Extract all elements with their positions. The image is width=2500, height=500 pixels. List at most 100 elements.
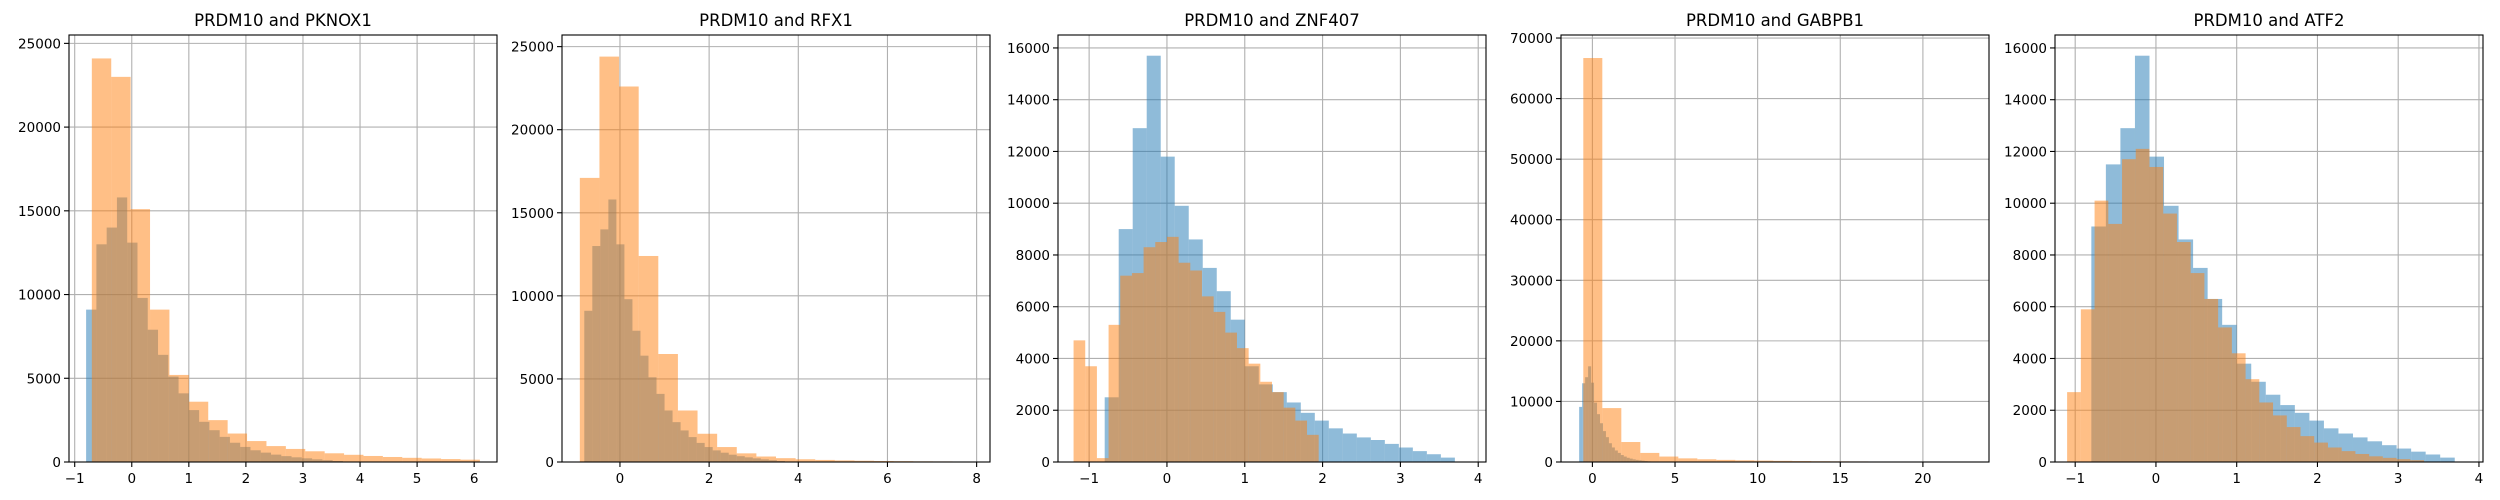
histogram-bar [1096,458,1109,462]
x-tick-label: 1 [1240,471,1249,487]
histogram-bar [1356,437,1371,462]
x-tick-label: 2 [2313,471,2322,487]
histogram-bar [1155,242,1167,462]
histogram-bar [2341,451,2356,462]
histogram-bar [1143,247,1156,462]
axes-frame [2054,34,2484,463]
histogram-bar [619,86,639,463]
histogram-bar [1370,440,1385,462]
histogram-bar [227,433,248,462]
x-tick-label: 6 [470,471,479,487]
y-tick-label: 6000 [1016,300,1050,316]
y-tick-label: 5000 [520,372,554,388]
histogram-bar [169,374,189,462]
histogram-bar [2204,298,2219,462]
y-tick-label: 12000 [2004,144,2047,160]
histogram-bar [86,309,97,462]
histogram-bar [1295,420,1308,462]
axes-frame [1057,34,1487,463]
x-tick-label: 4 [2475,471,2484,487]
histogram-bar [344,454,364,462]
x-axis-ticks: 0 2 4 6 8 [616,462,981,487]
histogram-bar [324,453,345,462]
x-tick-label: 0 [1163,471,1172,487]
grid [1561,35,1989,463]
histogram-bar [2396,459,2411,462]
histogram-bar [150,309,170,462]
x-tick-label: 6 [883,471,892,487]
y-tick-label: 0 [1041,455,1050,471]
series-b-bars [579,56,973,463]
histogram-bar [638,255,659,462]
histogram-bar [1283,407,1296,462]
y-tick-label: 16000 [2004,41,2047,57]
histogram-bar [1108,324,1121,462]
x-tick-label: 15 [1832,471,1849,487]
histogram-bar [1440,457,1455,462]
subplot-prdm10-rfx1: PRDM10 and RFX1 0 2 4 6 8 0 5000 10000 15000 200… [511,11,991,487]
x-tick-label: 1 [2232,471,2241,487]
y-tick-label: 4000 [2013,351,2047,367]
y-axis-ticks: 0 10000 20000 30000 40000 50000 60000 70000 [1510,31,1561,471]
histogram-bar [2108,223,2123,462]
histogram-bar [1342,433,1357,462]
y-tick-label: 70000 [1510,31,1553,47]
histogram-bar [1412,451,1427,462]
y-tick-label: 0 [2038,455,2047,471]
histogram-bar [1085,366,1097,462]
histogram-bar [285,448,306,462]
histogram-bar [1201,296,1214,462]
y-tick-label: 10000 [1510,394,1553,410]
histogram-bar [2122,159,2136,462]
histogram-bar [460,459,480,462]
histogram-bar [2355,453,2370,462]
histogram-bar [2410,460,2425,462]
y-tick-label: 14000 [2004,93,2047,109]
y-tick-label: 10000 [1007,196,1050,212]
subplot-title: PRDM10 and PKNOX1 [194,11,372,30]
histogram-bar [815,459,835,462]
histogram-bar [776,458,796,462]
histogram-bar [2218,327,2232,462]
subplot-prdm10-gabpb1: PRDM10 and GABPB1 0 5 10 15 20 0 10000 20000 30… [1510,11,1990,487]
x-axis-ticks: −1 0 1 2 3 4 5 6 [65,462,479,487]
y-tick-label: 16000 [1007,41,1050,57]
histogram-bar [1697,459,1717,462]
x-tick-label: 5 [413,471,422,487]
y-tick-label: 10000 [511,289,554,305]
x-tick-label: 0 [2152,471,2161,487]
histogram-bar [2411,451,2426,462]
x-tick-label: 4 [356,471,365,487]
subplot-prdm10-znf407: PRDM10 and ZNF407 −1 0 1 2 3 4 0 2000 4000 6000 8… [1007,11,1487,487]
histogram-bar [2396,448,2412,462]
histogram-bar [1073,340,1086,462]
series-b-bars [1583,58,1983,463]
y-tick-label: 14000 [1007,93,1050,109]
histogram-bar [1328,428,1343,462]
y-tick-label: 0 [1544,455,1553,471]
x-tick-label: −1 [2065,471,2085,487]
x-tick-label: 10 [1749,471,1766,487]
histogram-bar [2080,309,2095,462]
histogram-bar [2440,457,2455,462]
histogram-bar [1307,434,1319,462]
x-tick-label: 2 [242,471,251,487]
histogram-bar [91,58,112,462]
axes-frame [1560,34,1990,463]
subplot-title: PRDM10 and RFX1 [699,11,853,30]
histogram-bar [2286,427,2301,462]
y-tick-label: 5000 [27,371,61,387]
histogram-bar [363,455,383,462]
histogram-bar [1773,460,1793,462]
y-axis-ticks: 0 5000 10000 15000 20000 25000 [511,40,562,471]
histogram-bar [266,446,286,462]
x-tick-label: 2 [705,471,714,487]
histogram-bar [795,459,816,462]
histogram-bar [756,456,776,462]
series-b-bars [2067,148,2425,462]
histogram-bar [2190,273,2205,462]
x-axis-ticks: −1 0 1 2 3 4 [2065,462,2483,487]
x-tick-label: 1 [185,471,194,487]
x-axis-ticks: 0 5 10 15 20 [1588,462,1931,487]
